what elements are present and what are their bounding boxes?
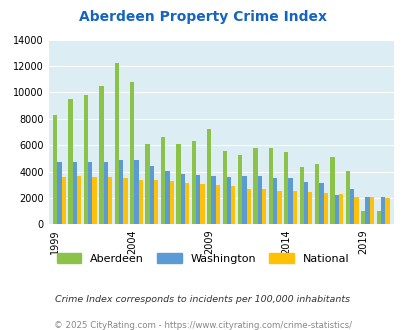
Bar bbox=[103, 162, 108, 224]
Bar bbox=[330, 157, 334, 224]
Bar bbox=[123, 178, 127, 224]
Bar bbox=[154, 180, 158, 224]
Bar bbox=[57, 162, 62, 224]
Text: Crime Index corresponds to incidents per 100,000 inhabitants: Crime Index corresponds to incidents per… bbox=[55, 295, 350, 304]
Bar bbox=[92, 177, 96, 224]
Bar bbox=[149, 166, 154, 224]
Bar bbox=[211, 176, 215, 224]
Bar bbox=[130, 82, 134, 224]
Bar bbox=[345, 171, 349, 224]
Bar bbox=[369, 197, 373, 224]
Bar bbox=[237, 155, 242, 224]
Bar bbox=[354, 197, 358, 224]
Bar bbox=[114, 63, 119, 224]
Bar bbox=[277, 191, 281, 224]
Bar bbox=[196, 175, 200, 224]
Bar bbox=[62, 177, 66, 224]
Bar bbox=[222, 151, 226, 224]
Bar bbox=[314, 164, 318, 224]
Bar bbox=[288, 178, 292, 224]
Bar bbox=[230, 186, 235, 224]
Bar bbox=[88, 162, 92, 224]
Bar bbox=[318, 183, 323, 224]
Bar bbox=[253, 148, 257, 224]
Bar bbox=[165, 171, 169, 224]
Bar bbox=[380, 197, 384, 224]
Bar bbox=[84, 95, 88, 224]
Bar bbox=[273, 178, 277, 224]
Bar bbox=[215, 185, 220, 224]
Bar bbox=[323, 193, 327, 224]
Bar bbox=[176, 144, 180, 224]
Bar bbox=[77, 176, 81, 224]
Bar bbox=[191, 141, 196, 224]
Bar bbox=[169, 181, 173, 224]
Bar bbox=[139, 180, 143, 224]
Bar bbox=[99, 86, 103, 224]
Bar bbox=[242, 176, 246, 224]
Bar bbox=[292, 191, 296, 224]
Bar bbox=[200, 184, 204, 224]
Bar bbox=[261, 189, 266, 224]
Bar bbox=[72, 162, 77, 224]
Bar bbox=[134, 160, 139, 224]
Bar bbox=[338, 194, 343, 224]
Bar bbox=[246, 189, 250, 224]
Bar bbox=[334, 195, 338, 224]
Bar bbox=[145, 144, 149, 224]
Bar bbox=[284, 152, 288, 224]
Legend: Aberdeen, Washington, National: Aberdeen, Washington, National bbox=[52, 249, 353, 268]
Bar bbox=[307, 192, 312, 224]
Bar bbox=[53, 115, 57, 224]
Bar bbox=[207, 129, 211, 224]
Bar bbox=[268, 148, 273, 224]
Bar bbox=[376, 211, 380, 224]
Bar bbox=[360, 211, 364, 224]
Bar bbox=[119, 160, 123, 224]
Bar bbox=[226, 177, 230, 224]
Bar bbox=[108, 177, 112, 224]
Bar bbox=[349, 189, 354, 224]
Bar bbox=[384, 198, 388, 224]
Bar bbox=[257, 176, 261, 224]
Text: © 2025 CityRating.com - https://www.cityrating.com/crime-statistics/: © 2025 CityRating.com - https://www.city… bbox=[54, 321, 351, 330]
Bar bbox=[303, 182, 307, 224]
Bar bbox=[160, 137, 165, 224]
Bar bbox=[68, 99, 72, 224]
Bar bbox=[184, 183, 189, 224]
Text: Aberdeen Property Crime Index: Aberdeen Property Crime Index bbox=[79, 10, 326, 24]
Bar bbox=[299, 167, 303, 224]
Bar bbox=[364, 197, 369, 224]
Bar bbox=[180, 174, 184, 224]
